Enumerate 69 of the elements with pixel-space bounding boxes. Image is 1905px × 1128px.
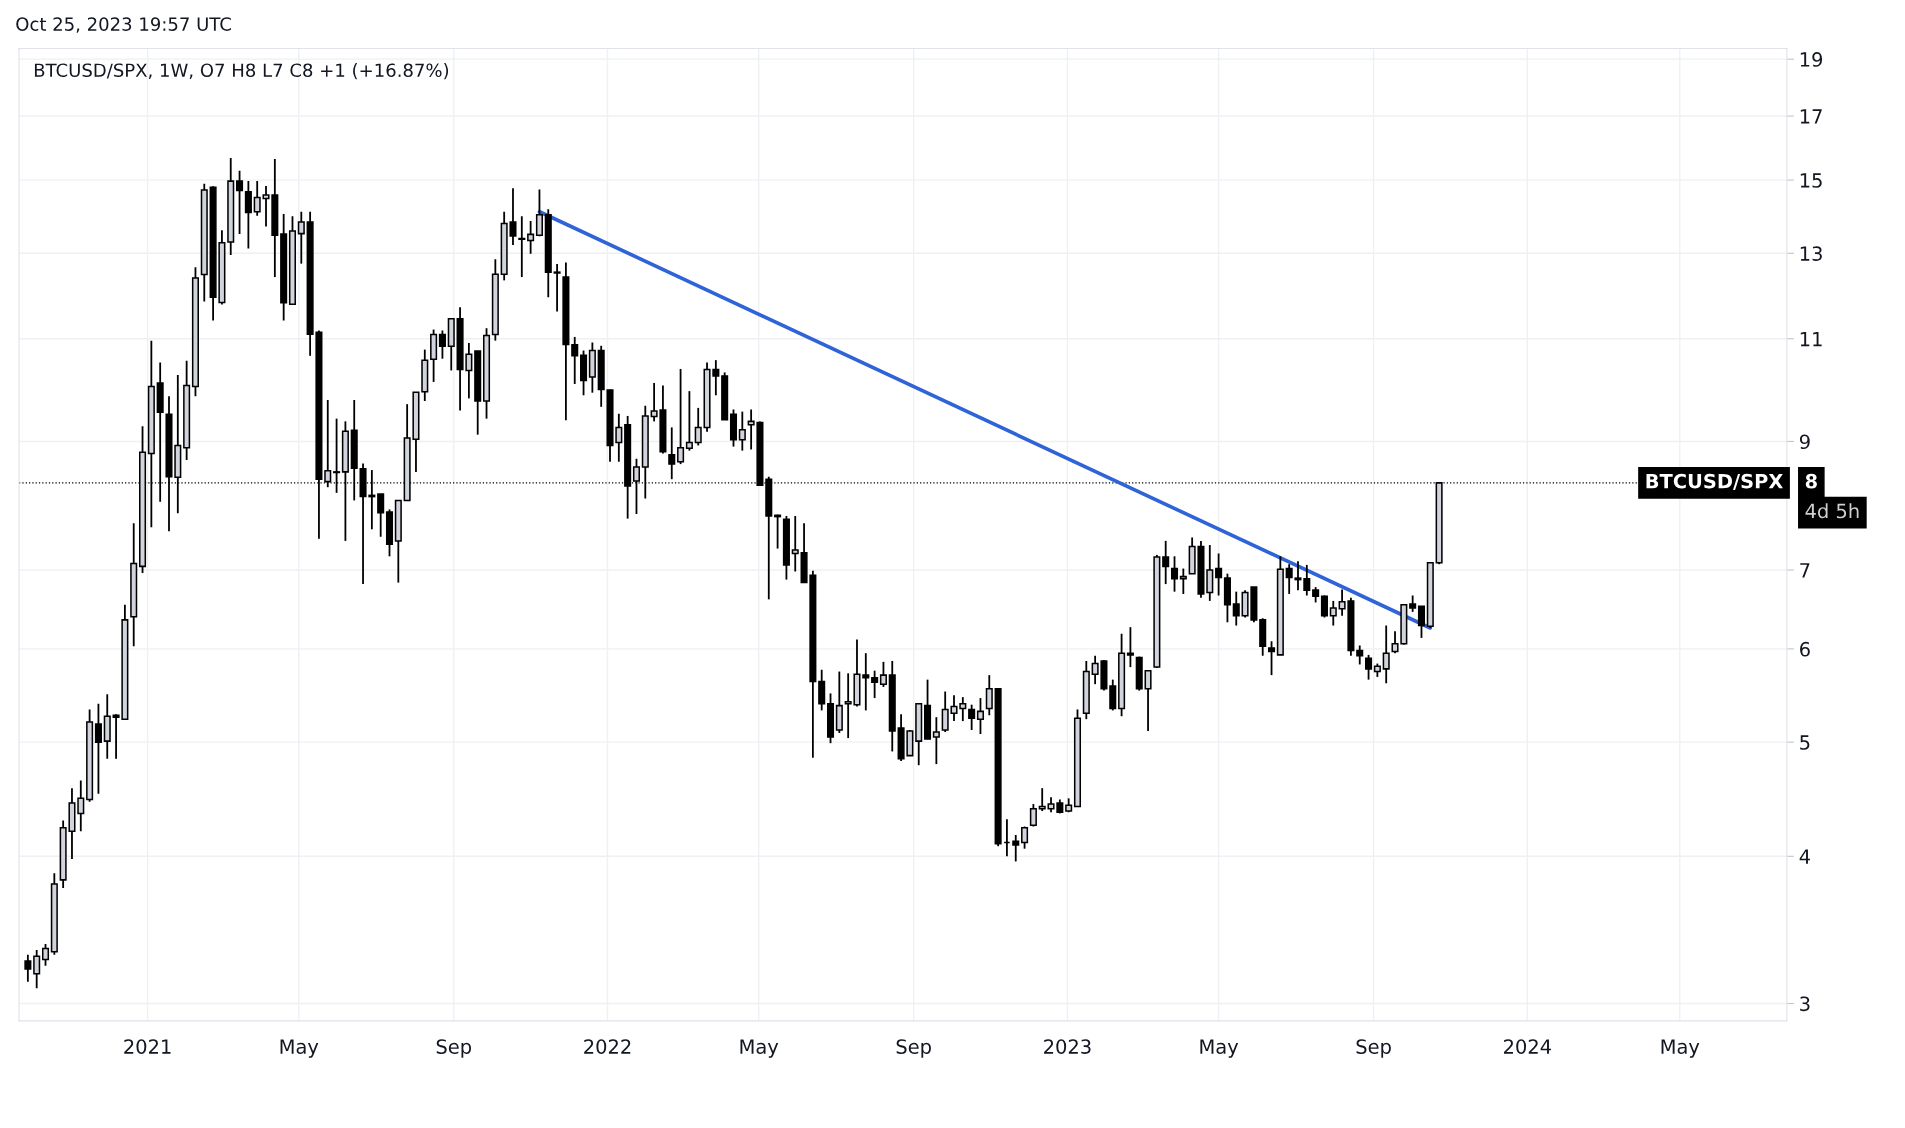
ref-line-label: BTCUSD/SPX [1646,473,1783,491]
candlestick [1329,599,1337,627]
x-tick-label: 2024 [1504,1039,1551,1054]
candlestick [236,169,244,235]
candlestick [1012,834,1020,863]
candlestick [738,410,746,452]
candlestick [377,493,385,538]
candlestick [976,697,984,735]
x-tick-label: May [1200,1039,1239,1058]
x-tick-label: 2021 [124,1039,171,1054]
candlestick [41,943,50,967]
candlestick [1267,640,1276,677]
x-tick-label: Sep [436,1039,472,1058]
candlestick [1170,555,1179,593]
candlestick [1029,803,1037,828]
candlestick [33,949,41,990]
y-tick-label: 9 [1799,434,1810,450]
candlestick [535,188,543,238]
candlestick [1215,552,1223,597]
candlestick [24,953,32,983]
x-tick-label: 2022 [584,1039,631,1054]
text: Oct 25, 2023 19:57 UTC [16,17,231,33]
x-tick-label: Sep [896,1039,931,1058]
y-tick-label: 19 [1800,52,1823,67]
y-tick-label: 11 [1800,331,1822,347]
candlestick [1356,644,1364,666]
candlestick [968,703,976,731]
candlestick [518,215,526,278]
candlestick [932,716,940,766]
candlestick [1365,653,1373,681]
text: BTCUSD/SPX, 1W, O7 H8 L7 C8 +1 (+16.87%) [34,63,449,80]
y-tick-label: 13 [1800,246,1822,261]
candlestick [879,660,887,688]
candlestick [438,329,446,360]
candlestick [685,390,693,452]
candlestick [871,669,879,699]
candlestick [791,515,799,573]
candlestick [244,180,252,250]
y-tick-label: 15 [1800,173,1822,188]
candlestick [1109,678,1117,712]
candlestick [668,426,676,481]
candlestick [553,263,561,313]
x-tick-label: 2023 [1044,1039,1091,1054]
candlestick [985,674,993,717]
candlestick [1179,567,1187,595]
y-tick-label: 5 [1800,735,1810,750]
text: 8 [1805,473,1817,489]
candlestick [1382,624,1390,685]
candlestick [1417,605,1426,639]
candlestick [1144,669,1152,732]
y-tick-label: 3 [1800,996,1810,1012]
candlestick [571,336,579,385]
candlestick [94,702,102,795]
candlestick [1162,539,1170,585]
x-tick-label: May [280,1039,319,1058]
x-tick-label: May [1661,1039,1700,1058]
candlestick [1126,626,1134,669]
x-tick-label: May [740,1039,779,1058]
y-tick-label: 4 [1799,849,1810,864]
x-tick-label: Sep [1356,1039,1391,1058]
y-tick-label: 7 [1800,563,1810,578]
candlestick [818,668,826,712]
y-tick-label: 6 [1800,641,1810,657]
candlestick [297,210,305,265]
candlestick [1232,590,1240,627]
candlestick [527,220,535,255]
text: 4d 5h [1805,503,1859,519]
candlestick [677,368,685,466]
y-tick-label: 17 [1800,109,1822,124]
